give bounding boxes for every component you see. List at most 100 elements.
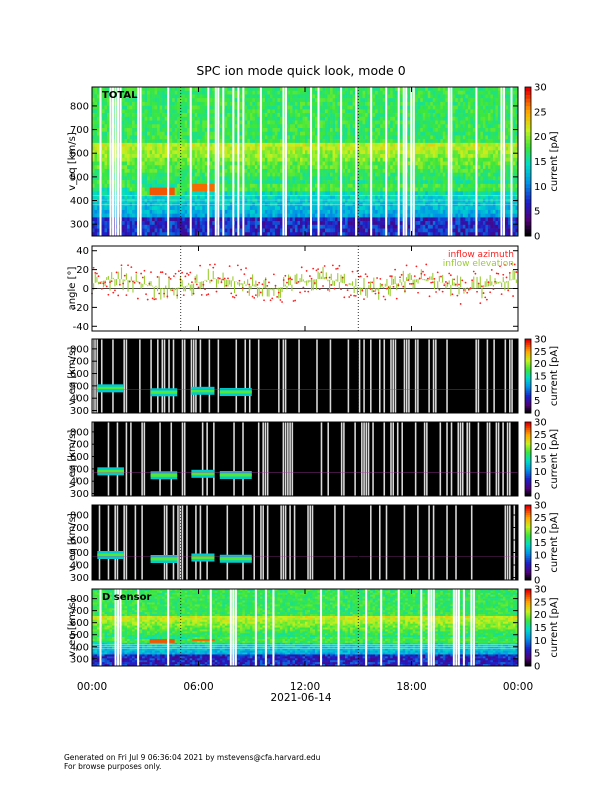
heatmap-cell [299, 146, 303, 151]
heatmap-cell [182, 120, 186, 125]
heatmap-cell [357, 98, 361, 103]
heatmap-cell [387, 142, 391, 147]
heatmap-cell [204, 165, 208, 170]
heatmap-cell [249, 87, 253, 92]
heatmap-cell [345, 101, 348, 106]
heatmap-cell [97, 87, 100, 92]
heatmap-cell [330, 213, 333, 218]
heatmap-cell [262, 101, 266, 106]
heatmap-cell [212, 176, 216, 181]
heatmap-cell [277, 142, 281, 147]
heatmap-cell [272, 101, 276, 106]
heatmap-cell [312, 213, 316, 218]
heatmap-cell [212, 168, 216, 173]
heatmap-cell [219, 183, 223, 188]
heatmap-cell [194, 127, 198, 132]
heatmap-cell [164, 157, 168, 162]
heatmap-cell [277, 168, 281, 173]
heatmap-cell [350, 172, 353, 177]
heatmap-cell [322, 217, 326, 222]
heatmap-cell [134, 213, 138, 218]
heatmap-cell [292, 105, 296, 110]
heatmap-cell [269, 217, 273, 222]
heatmap-cell [187, 221, 191, 226]
heatmap-cell [400, 221, 404, 226]
heatmap-cell [194, 150, 198, 155]
heatmap-cell [172, 217, 175, 222]
heatmap-cell [352, 109, 356, 114]
heatmap-cell [102, 131, 105, 136]
heatmap-cell [327, 101, 331, 106]
heatmap-cell [274, 217, 278, 222]
heatmap-cell [229, 131, 233, 136]
heatmap-cell [247, 127, 251, 132]
heatmap-cell [387, 101, 391, 106]
heatmap-cell [252, 187, 256, 192]
heatmap-cell [157, 105, 160, 110]
heatmap-cell [352, 90, 356, 95]
heatmap-cell [102, 232, 105, 237]
heatmap-cell [177, 113, 181, 118]
heatmap-cell [252, 217, 256, 222]
heatmap-cell [212, 187, 216, 192]
heatmap-cell [239, 224, 243, 229]
heatmap-cell [192, 221, 196, 226]
heatmap-cell [127, 195, 130, 200]
heatmap-cell [197, 101, 201, 106]
heatmap-cell [332, 209, 336, 214]
heatmap-cell [239, 176, 243, 181]
heatmap-cell [380, 150, 383, 155]
heatmap-cell [209, 154, 213, 159]
heatmap-cell [122, 120, 125, 125]
heatmap-cell [92, 135, 95, 140]
heatmap-cell [357, 87, 361, 92]
heatmap-cell [132, 191, 135, 196]
heatmap-cell [152, 146, 155, 151]
heatmap-cell [219, 154, 223, 159]
heatmap-cell [142, 206, 145, 211]
heatmap-cell [325, 191, 328, 196]
heatmap-cell [375, 105, 378, 110]
heatmap-cell [277, 217, 281, 222]
heatmap-cell [307, 232, 311, 237]
heatmap-cell [257, 154, 261, 159]
heatmap-cell [377, 195, 381, 200]
heatmap-cell [209, 120, 213, 125]
heatmap-cell [104, 94, 108, 99]
heatmap-cell [305, 150, 308, 155]
heatmap-cell [127, 161, 130, 166]
heatmap-cell [182, 198, 186, 203]
heatmap-cell [102, 168, 105, 173]
heatmap-cell [345, 124, 348, 129]
heatmap-cell [287, 94, 291, 99]
heatmap-cell [382, 180, 386, 185]
heatmap-cell [154, 224, 158, 229]
heatmap-cell [269, 135, 273, 140]
heatmap-cell [257, 124, 261, 129]
heatmap-cell [244, 183, 248, 188]
heatmap-cell [247, 98, 251, 103]
heatmap-cell [129, 195, 133, 200]
heatmap-cell [247, 142, 251, 147]
heatmap-cell [227, 213, 231, 218]
heatmap-cell [262, 206, 266, 211]
heatmap-cell [209, 217, 213, 222]
heatmap-cell [382, 161, 386, 166]
heatmap-cell [159, 157, 163, 162]
heatmap-cell [392, 221, 396, 226]
heatmap-cell [92, 124, 95, 129]
heatmap-cell [294, 87, 298, 92]
heatmap-cell [387, 165, 391, 170]
heatmap-cell [172, 105, 175, 110]
heatmap-cell [122, 94, 125, 99]
heatmap-cell [149, 224, 153, 229]
heatmap-cell [312, 98, 316, 103]
heatmap-cell [227, 176, 231, 181]
heatmap-cell [104, 232, 108, 237]
heatmap-cell [179, 180, 183, 185]
heatmap-cell [279, 90, 283, 95]
heatmap-cell [365, 168, 368, 173]
heatmap-cell [345, 127, 348, 132]
heatmap-cell [239, 213, 243, 218]
heatmap-cell [279, 191, 283, 196]
